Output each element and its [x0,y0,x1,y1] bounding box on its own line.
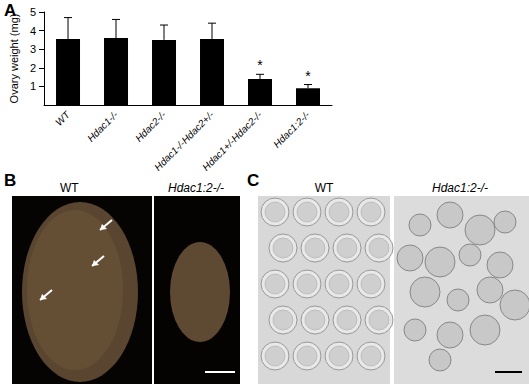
svg-text:WT: WT [60,181,79,195]
svg-text:C: C [247,171,259,190]
svg-text:WT: WT [53,108,72,127]
svg-text:Hdac1:2-/-: Hdac1:2-/- [271,109,312,150]
svg-text:*: * [305,68,311,84]
svg-text:WT: WT [315,181,334,195]
svg-text:Ovary weight (mg): Ovary weight (mg) [8,14,20,104]
svg-text:2: 2 [30,62,36,74]
svg-text:4: 4 [30,25,36,37]
svg-text:Hdac1:2-/-: Hdac1:2-/- [168,181,224,195]
svg-text:*: * [257,57,263,73]
svg-text:B: B [4,171,16,190]
svg-text:Hdac1-/-Hdac2+/-: Hdac1-/-Hdac2+/- [152,109,216,173]
svg-text:A: A [4,1,17,20]
svg-text:Hdac1:2-/-: Hdac1:2-/- [432,181,488,195]
svg-text:5: 5 [30,6,36,18]
svg-text:Hdac1-/-: Hdac1-/- [85,109,120,144]
svg-text:3: 3 [30,43,36,55]
svg-text:1: 1 [30,80,36,92]
svg-text:Hdac2-/-: Hdac2-/- [133,109,168,144]
svg-text:Hdac1+/-Hdac2-/-: Hdac1+/-Hdac2-/- [200,109,264,173]
